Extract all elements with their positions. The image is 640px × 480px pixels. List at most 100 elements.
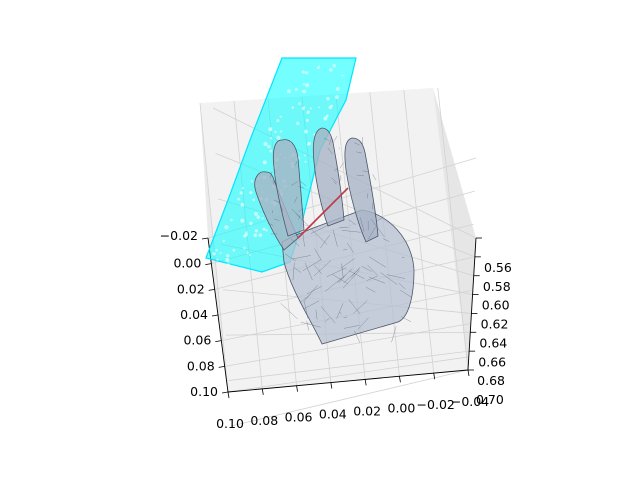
mesh-edge bbox=[298, 208, 304, 212]
mesh-edge bbox=[368, 276, 386, 284]
mesh-edge bbox=[301, 217, 305, 221]
mesh-edge bbox=[284, 253, 296, 262]
x-tick-mark bbox=[364, 379, 367, 386]
grid-line-z bbox=[228, 350, 470, 381]
cloud-point bbox=[237, 197, 240, 201]
cloud-point bbox=[261, 217, 264, 220]
mesh-edge bbox=[343, 325, 360, 329]
cloud-point bbox=[225, 258, 230, 262]
mesh-edge bbox=[338, 147, 340, 150]
cloud-point bbox=[330, 104, 333, 108]
cloud-point bbox=[249, 254, 251, 257]
mesh-edge bbox=[313, 260, 332, 277]
mesh-edge bbox=[325, 277, 343, 292]
mesh-edge bbox=[309, 227, 328, 245]
mesh-edge bbox=[295, 161, 297, 166]
mesh-edge bbox=[326, 267, 347, 278]
cloud-point bbox=[341, 74, 344, 77]
mesh-edge bbox=[306, 320, 310, 331]
mesh-edge bbox=[349, 270, 365, 280]
mesh-edge bbox=[361, 137, 364, 145]
y-tick-label: 0.00 bbox=[173, 256, 201, 271]
cloud-point bbox=[226, 253, 230, 258]
grid-line-x bbox=[403, 90, 435, 374]
mesh-edge bbox=[300, 321, 321, 328]
mesh-edge bbox=[293, 267, 302, 273]
x-tick-mark bbox=[261, 388, 264, 395]
mesh-edge bbox=[291, 208, 309, 227]
grid-line-y bbox=[227, 356, 469, 393]
cloud-point bbox=[249, 221, 253, 226]
mesh-edge bbox=[376, 217, 383, 222]
mesh-edge bbox=[343, 268, 360, 284]
cloud-point bbox=[267, 144, 271, 149]
y-tick-label: −0.02 bbox=[160, 228, 198, 243]
mesh-edge bbox=[382, 238, 390, 242]
y-tick-label: 0.02 bbox=[177, 281, 205, 296]
mesh-edge bbox=[306, 286, 322, 295]
mesh-edge bbox=[291, 255, 311, 260]
x-tick-label: 0.08 bbox=[250, 413, 278, 428]
grid-line-y bbox=[224, 323, 471, 367]
cloud-point bbox=[243, 246, 246, 250]
mesh-edge bbox=[332, 229, 338, 247]
cloud-point bbox=[252, 198, 255, 202]
cloud-point bbox=[305, 71, 309, 75]
x-tick-label: 0.06 bbox=[285, 410, 313, 425]
z-axis-ticks: 0.56 0.58 0.60 0.62 0.64 0.66 0.68 0.70 bbox=[468, 237, 512, 407]
x-tick-label: −0.04 bbox=[451, 394, 489, 409]
x-tick-mark bbox=[433, 373, 436, 380]
mesh-edge bbox=[372, 174, 377, 181]
mesh-edge bbox=[386, 274, 406, 279]
mesh-edge bbox=[400, 289, 413, 298]
mesh-edge bbox=[360, 217, 365, 232]
cloud-point bbox=[263, 142, 268, 147]
mesh-edge bbox=[342, 270, 360, 289]
cloud-point bbox=[249, 191, 253, 195]
mesh-edge bbox=[325, 317, 330, 323]
mesh-edge bbox=[374, 211, 376, 218]
z-tick-label: 0.56 bbox=[484, 260, 512, 275]
mesh-edge bbox=[368, 226, 376, 240]
cloud-point bbox=[357, 62, 360, 66]
y-tick-mark bbox=[208, 288, 215, 291]
mesh-edge bbox=[357, 317, 369, 330]
mesh-edge bbox=[272, 180, 275, 185]
mesh-edge bbox=[298, 185, 305, 189]
z-tick-label: 0.66 bbox=[478, 354, 506, 369]
cloud-point bbox=[294, 87, 298, 91]
y-tick-label: 0.08 bbox=[187, 358, 215, 373]
mesh-edge bbox=[331, 177, 338, 184]
cloud-point bbox=[268, 127, 273, 132]
cloud-point bbox=[226, 263, 230, 267]
mesh-edge bbox=[270, 171, 273, 178]
mesh-edge bbox=[347, 242, 354, 253]
cloud-point bbox=[244, 232, 248, 237]
mesh-edge bbox=[340, 258, 355, 269]
mesh-edge bbox=[304, 301, 309, 319]
cloud-point bbox=[254, 229, 258, 233]
mesh-edge bbox=[354, 142, 360, 146]
cloud-point bbox=[254, 211, 258, 216]
x-axis-ticks: 0.10 0.08 0.06 0.04 0.02 0.00 −0.02−0.04 bbox=[216, 369, 489, 431]
cloud-point bbox=[304, 129, 308, 134]
cloud-point bbox=[301, 70, 305, 74]
cloud-point bbox=[215, 248, 218, 252]
cloud-point bbox=[269, 149, 273, 153]
cloud-point bbox=[305, 118, 309, 122]
cloud-point bbox=[274, 130, 277, 133]
y-tick-label: 0.06 bbox=[183, 333, 211, 348]
z-tick-label: 0.58 bbox=[483, 279, 511, 294]
cloud-point bbox=[250, 180, 254, 183]
cloud-point bbox=[318, 65, 321, 68]
cloud-point bbox=[296, 121, 300, 125]
cloud-point bbox=[334, 95, 339, 100]
y-tick-mark bbox=[205, 263, 212, 266]
mesh-edge bbox=[304, 262, 313, 281]
x-tick-mark bbox=[399, 376, 401, 383]
cloud-point bbox=[232, 248, 236, 252]
x-tick-mark bbox=[467, 369, 470, 377]
cloud-point bbox=[306, 143, 310, 146]
cloud-point bbox=[326, 114, 329, 117]
